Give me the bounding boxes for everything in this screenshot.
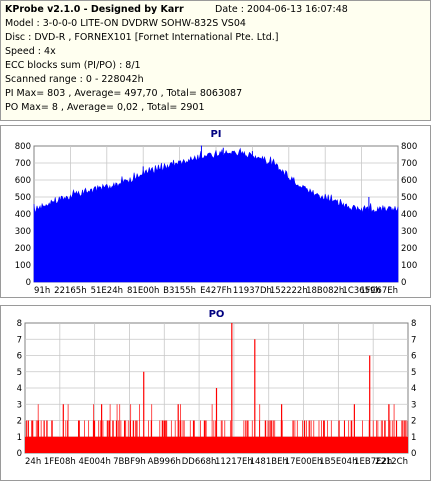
- po-y-tick-right: 4: [411, 384, 416, 394]
- po-chart-panel: PO 0 0 1 1 2 2 3 3 4 4 5 5 6 6 7 7 8 8 24h 1FE08h 4E004h 7BBF9…: [0, 305, 431, 481]
- po-y-tick-right: 8: [411, 319, 416, 329]
- scan-date: Date : 2004-06-13 16:07:48: [215, 4, 348, 15]
- pi-x-tick-label: 22165h: [54, 286, 86, 296]
- po-y-tick-right: 6: [411, 352, 416, 362]
- po-x-tick-label: 1B5E04h: [319, 457, 357, 467]
- po-x-tick-label: 24h: [25, 457, 41, 467]
- pi-y-tick-left: 0: [26, 278, 31, 288]
- pi-series-area: [33, 147, 399, 283]
- po-y-tick-left: 1: [17, 433, 22, 443]
- pi-y-tick-right: 600: [401, 176, 417, 186]
- pi-x-tick-label: 91h: [34, 286, 50, 296]
- pi-y-tick-left: 300: [15, 227, 31, 237]
- po-x-tick-label: AB996h: [148, 457, 181, 467]
- ecc-info: ECC blocks sum (PI/PO) : 8/1: [5, 60, 141, 71]
- po-chart: PO 0 0 1 1 2 2 3 3 4 4 5 5 6 6 7 7 8 8 24h 1FE08h 4E004h 7BBF9…: [17, 309, 417, 467]
- pi-y-tick-left: 200: [15, 244, 31, 254]
- po-y-tick-left: 4: [17, 384, 22, 394]
- po-y-tick-left: 3: [17, 400, 22, 410]
- pi-y-tick-left: 400: [15, 210, 31, 220]
- po-x-tick-label: 4E004h: [78, 457, 110, 467]
- po-y-tick-right: 0: [411, 449, 416, 459]
- po-x-tick-label: 11217Eh: [215, 457, 253, 467]
- po-x-tick-label: DD668h: [182, 457, 217, 467]
- po-y-tick-right: 1: [411, 433, 416, 443]
- po-y-tick-right: 3: [411, 400, 416, 410]
- po-chart-title: PO: [209, 309, 225, 320]
- scan-range: Scanned range : 0 - 228042h: [5, 74, 144, 85]
- po-y-tick-right: 7: [411, 335, 416, 345]
- pi-chart: PI 0 0 100 100 200 200 300 300 400 400 500 500 600 600…: [15, 129, 417, 296]
- pi-y-tick-left: 700: [15, 159, 31, 169]
- pi-x-tick-label: B3155h: [163, 286, 196, 296]
- pi-x-tick-label: E427Fh: [200, 286, 232, 296]
- pi-y-tick-left: 600: [15, 176, 31, 186]
- pi-y-tick-right: 100: [401, 261, 417, 271]
- pi-y-tick-right: 300: [401, 227, 417, 237]
- pi-chart-panel: PI 0 0 100 100 200 200 300 300 400 400 500 500 600 600…: [0, 125, 431, 298]
- pi-y-tick-right: 0: [401, 278, 406, 288]
- po-x-tick-label: 17E00Eh: [285, 457, 323, 467]
- pi-y-tick-right: 700: [401, 159, 417, 169]
- pi-x-tick-label: 11937Dh: [233, 286, 272, 296]
- po-y-tick-right: 2: [411, 417, 416, 427]
- pi-chart-title: PI: [210, 129, 221, 140]
- po-x-tick-label: 1EB7E2h: [354, 457, 392, 467]
- po-x-tick-label: 7BBF9h: [113, 457, 146, 467]
- pi-x-tick-label: 1FC67Eh: [360, 286, 398, 296]
- pi-y-tick-left: 100: [15, 261, 31, 271]
- po-x-tick-label: 1FE08h: [44, 457, 76, 467]
- pi-x-tick-label: 51E24h: [91, 286, 123, 296]
- pi-x-tick-label: 81E00h: [127, 286, 159, 296]
- po-x-tick-label: 2212Ch: [375, 457, 408, 467]
- po-y-tick-right: 5: [411, 368, 416, 378]
- pi-x-tick-label: 18B082h: [306, 286, 344, 296]
- pi-stats: PI Max= 803 , Average= 497,70 , Total= 8…: [5, 88, 243, 99]
- po-y-tick-left: 8: [17, 319, 22, 329]
- app-title: KProbe v2.1.0 - Designed by Karr: [5, 4, 184, 15]
- po-stats: PO Max= 8 , Average= 0,02 , Total= 2901: [5, 102, 205, 113]
- pi-x-tick-label: 1C3659h: [342, 286, 380, 296]
- pi-x-tick-label: 152222h: [270, 286, 308, 296]
- pi-y-tick-right: 200: [401, 244, 417, 254]
- po-x-tick-label: 1481BEh: [250, 457, 288, 467]
- po-y-tick-left: 0: [17, 449, 22, 459]
- pi-y-tick-right: 800: [401, 142, 417, 152]
- pi-y-tick-left: 500: [15, 193, 31, 203]
- po-y-tick-left: 7: [17, 335, 22, 345]
- po-y-tick-left: 2: [17, 417, 22, 427]
- pi-y-tick-right: 400: [401, 210, 417, 220]
- pi-y-tick-left: 800: [15, 142, 31, 152]
- disc-info: Disc : DVD-R , FORNEX101 [Fornet Interna…: [5, 32, 279, 43]
- pi-y-tick-right: 500: [401, 193, 417, 203]
- speed-info: Speed : 4x: [5, 46, 56, 57]
- po-y-tick-left: 6: [17, 352, 22, 362]
- drive-model: Model : 3-0-0-0 LITE-ON DVDRW SOHW-832S …: [5, 18, 246, 29]
- po-y-tick-left: 5: [17, 368, 22, 378]
- info-panel: KProbe v2.1.0 - Designed by Karr Date : …: [0, 0, 431, 121]
